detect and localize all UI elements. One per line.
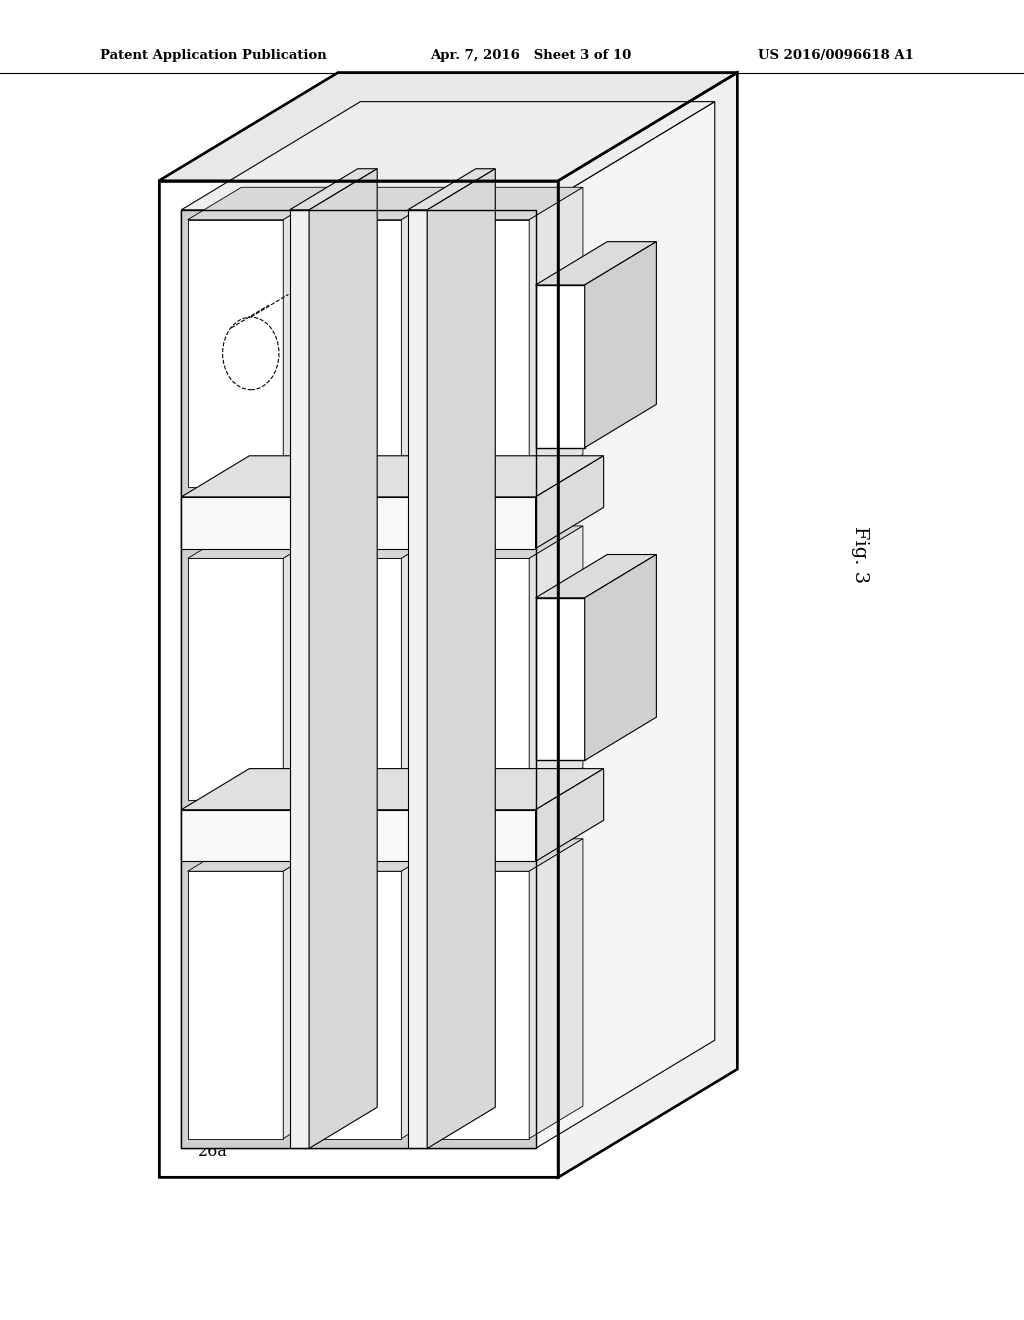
- Polygon shape: [315, 558, 401, 800]
- Polygon shape: [529, 525, 583, 800]
- Polygon shape: [427, 169, 496, 1148]
- Polygon shape: [536, 554, 656, 598]
- Polygon shape: [433, 558, 529, 800]
- Text: US 2016/0096618 A1: US 2016/0096618 A1: [758, 49, 913, 62]
- Polygon shape: [401, 838, 455, 1139]
- Polygon shape: [309, 862, 408, 1148]
- Polygon shape: [315, 838, 455, 871]
- Polygon shape: [187, 558, 284, 800]
- Polygon shape: [159, 181, 558, 1177]
- Polygon shape: [181, 549, 290, 809]
- Polygon shape: [529, 187, 583, 487]
- Polygon shape: [187, 838, 337, 871]
- Polygon shape: [536, 102, 715, 1148]
- Polygon shape: [427, 549, 536, 809]
- Polygon shape: [309, 169, 377, 1148]
- Text: 28: 28: [198, 595, 227, 663]
- Polygon shape: [315, 219, 401, 487]
- Polygon shape: [433, 838, 583, 871]
- Polygon shape: [290, 210, 309, 1148]
- Polygon shape: [181, 809, 536, 862]
- Polygon shape: [315, 525, 455, 558]
- Polygon shape: [536, 768, 604, 862]
- Polygon shape: [433, 187, 583, 219]
- Polygon shape: [290, 169, 377, 210]
- Text: Patent Application Publication: Patent Application Publication: [100, 49, 327, 62]
- Polygon shape: [284, 525, 337, 800]
- Polygon shape: [187, 187, 337, 219]
- Polygon shape: [315, 187, 455, 219]
- Polygon shape: [408, 169, 496, 210]
- Polygon shape: [181, 210, 536, 1148]
- Text: Apr. 7, 2016   Sheet 3 of 10: Apr. 7, 2016 Sheet 3 of 10: [430, 49, 632, 62]
- Text: 20: 20: [522, 106, 654, 164]
- Text: 26b: 26b: [208, 681, 292, 776]
- Polygon shape: [536, 285, 585, 447]
- Polygon shape: [408, 210, 427, 1148]
- Text: 28: 28: [197, 817, 223, 989]
- Text: 26a: 26a: [321, 854, 440, 1134]
- Polygon shape: [536, 242, 656, 285]
- Polygon shape: [181, 455, 604, 496]
- Polygon shape: [529, 838, 583, 1139]
- Text: 26b: 26b: [560, 681, 591, 718]
- Polygon shape: [401, 525, 455, 800]
- Polygon shape: [433, 871, 529, 1139]
- Polygon shape: [284, 187, 337, 487]
- Polygon shape: [536, 598, 585, 760]
- Polygon shape: [427, 210, 536, 496]
- Polygon shape: [181, 210, 290, 496]
- Text: 26a: 26a: [198, 1126, 228, 1159]
- Polygon shape: [284, 838, 337, 1139]
- Polygon shape: [309, 549, 408, 809]
- Polygon shape: [181, 768, 604, 809]
- Polygon shape: [181, 862, 290, 1148]
- Polygon shape: [427, 862, 536, 1148]
- Polygon shape: [159, 73, 737, 181]
- Text: 26a: 26a: [224, 227, 273, 261]
- Text: 26a: 26a: [561, 370, 611, 554]
- Polygon shape: [187, 525, 337, 558]
- Polygon shape: [585, 554, 656, 760]
- Polygon shape: [558, 73, 737, 1177]
- Polygon shape: [433, 219, 529, 487]
- Polygon shape: [401, 187, 455, 487]
- Polygon shape: [181, 496, 536, 549]
- Polygon shape: [315, 871, 401, 1139]
- Polygon shape: [187, 871, 284, 1139]
- Polygon shape: [536, 455, 604, 549]
- Polygon shape: [433, 525, 583, 558]
- Polygon shape: [187, 219, 284, 487]
- Polygon shape: [181, 102, 715, 210]
- Text: Fig. 3: Fig. 3: [851, 525, 869, 583]
- Polygon shape: [585, 242, 656, 447]
- Polygon shape: [309, 210, 408, 496]
